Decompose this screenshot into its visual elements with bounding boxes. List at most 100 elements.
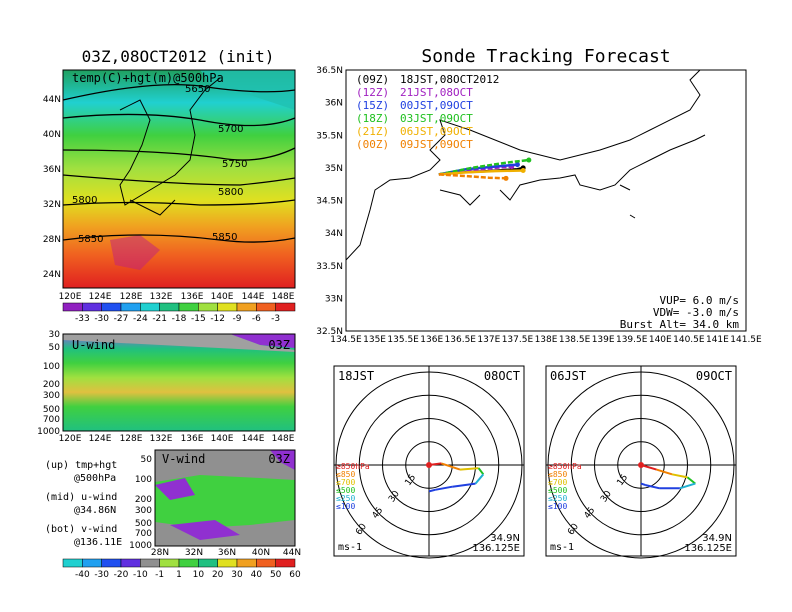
- lat-label: 36N: [325, 99, 343, 109]
- lon-label: 135.5E: [387, 335, 419, 345]
- legend-run: (21Z): [356, 125, 389, 138]
- colorbar-label: 30: [231, 570, 243, 580]
- lon-label: 141E: [706, 335, 729, 345]
- lon-label: 120E: [59, 292, 82, 302]
- polar-unit: ms-1: [338, 542, 362, 553]
- v-wind-panel: V-wind 03Z 50 100 200 300 500 700 1000 2…: [129, 449, 301, 558]
- colorbar-label: -30: [94, 570, 109, 580]
- polar-time: 06JST: [550, 369, 586, 383]
- level-label: 700: [135, 529, 152, 539]
- v-wind-levels: 50 100 200 300 500 700 1000: [129, 455, 152, 551]
- colorbar-cell: [198, 302, 218, 312]
- contour-label: 5750: [222, 159, 247, 170]
- colorbar-cell: [217, 558, 238, 568]
- level-label: 100: [43, 362, 60, 372]
- colorbar-cell: [198, 558, 218, 568]
- track-line: [438, 173, 507, 180]
- track-endpoint: [526, 157, 532, 163]
- lat-label: 32.5N: [316, 327, 343, 337]
- colorbar-cell: [275, 302, 296, 312]
- lat-label: 35N: [325, 164, 343, 174]
- v-wind-label: V-wind: [162, 452, 205, 466]
- temp-map-frame: [62, 69, 296, 289]
- lon-label: 137E: [477, 335, 500, 345]
- level-label: 100: [135, 475, 152, 485]
- colorbar-label: -12: [210, 314, 225, 324]
- track-line: [438, 169, 524, 176]
- level-label: 200: [43, 380, 60, 390]
- level-label: 500: [43, 405, 60, 415]
- level-label: 200: [135, 495, 152, 505]
- lat-label: 40N: [43, 130, 61, 140]
- polar-time: 18JST: [338, 369, 374, 383]
- polar-date: 08OCT: [484, 369, 520, 383]
- lon-label: 139E: [592, 335, 615, 345]
- u-wind-field: [63, 334, 295, 431]
- track-endpoint: [520, 167, 526, 173]
- lon-label: 138.5E: [559, 335, 591, 345]
- level-label: 300: [43, 391, 60, 401]
- lon-label: 140E: [211, 292, 234, 302]
- legend-run: (00Z): [356, 138, 389, 151]
- temp-map-lon-labels: 120E 124E 128E 132E 136E 140E 144E 148E: [59, 292, 295, 302]
- lat-label: 35.5N: [316, 131, 343, 141]
- colorbar-label: 60: [289, 570, 301, 580]
- polar-lat: 34.9N: [490, 533, 520, 544]
- colorbar-label: -3: [271, 314, 280, 324]
- hodograph-segment: [679, 482, 696, 490]
- colorbar-cell: [178, 558, 199, 568]
- colorbar-cell: [178, 302, 199, 312]
- colorbar-cell: [101, 558, 122, 568]
- hodograph-origin: [426, 462, 432, 468]
- lat-label: 28N: [151, 548, 169, 558]
- u-wind-gray: [63, 334, 295, 352]
- level-label: 300: [135, 506, 152, 516]
- page-title: Sonde Tracking Forecast: [421, 46, 670, 67]
- colorbar-cell: [236, 558, 257, 568]
- legend-valid: 00JST,09OCT: [400, 99, 473, 112]
- lat-label: 34N: [325, 229, 343, 239]
- legend-run: (09Z): [356, 73, 389, 86]
- note-line: @500hPa: [74, 473, 116, 484]
- lat-label: 34.5N: [316, 197, 343, 207]
- colorbar-label: -15: [191, 314, 206, 324]
- note-line: (bot) v-wind: [45, 524, 117, 535]
- lon-label: 134.5E: [330, 335, 362, 345]
- height-contours: [62, 83, 296, 243]
- colorbar-label: -27: [114, 314, 129, 324]
- level-label: 50: [141, 455, 153, 465]
- track-lon-labels: 134.5E 135E 135.5E 136E 136.5E 137E 137.5E 138E…: [330, 335, 762, 345]
- colorbar-cell: [82, 558, 102, 568]
- colorbar-label: -40: [75, 570, 90, 580]
- lon-label: 140E: [211, 434, 234, 444]
- lon-label: 136E: [420, 335, 443, 345]
- polar-lat: 34.9N: [702, 533, 732, 544]
- hodograph-segment: [671, 473, 688, 479]
- lat-label: 33.5N: [316, 262, 343, 272]
- lon-label: 140.5E: [673, 335, 705, 345]
- polar-level-label: ≤700: [336, 478, 355, 487]
- colorbar-cell: [159, 558, 180, 568]
- hodograph-segment: [477, 467, 485, 475]
- hodograph-origin: [638, 462, 644, 468]
- polar-level-label: ≤850: [336, 470, 355, 479]
- colorbar-cell: [256, 302, 276, 312]
- lat-label: 24N: [43, 270, 61, 280]
- track-lines: [438, 157, 532, 181]
- track-endpoint: [514, 162, 520, 168]
- colorbar-label: -1: [155, 570, 164, 580]
- lat-label: 44N: [283, 548, 301, 558]
- hodograph-segment: [474, 473, 485, 485]
- lat-label: 44N: [43, 95, 61, 105]
- u-wind-lon-labels: 120E 124E 128E 132E 136E 140E 144E 148E: [59, 434, 295, 444]
- vup-text: VUP= 6.0 m/s: [660, 294, 739, 307]
- contour-labels: 5650 5700 5750 5800 5800 5850 5850: [72, 84, 247, 245]
- wind-colorbar: -40 -30 -20 -10 -1 1 10 20 30 40 50 60: [62, 558, 301, 580]
- temp-map-panel: 5650 5700 5750 5800 5800 5850 5850 temp(…: [43, 69, 296, 302]
- lat-label: 33N: [325, 294, 343, 304]
- contour-label: 5700: [218, 124, 243, 135]
- lon-label: 128E: [120, 292, 143, 302]
- contour-label: 5850: [78, 234, 103, 245]
- lat-label: 40N: [252, 548, 270, 558]
